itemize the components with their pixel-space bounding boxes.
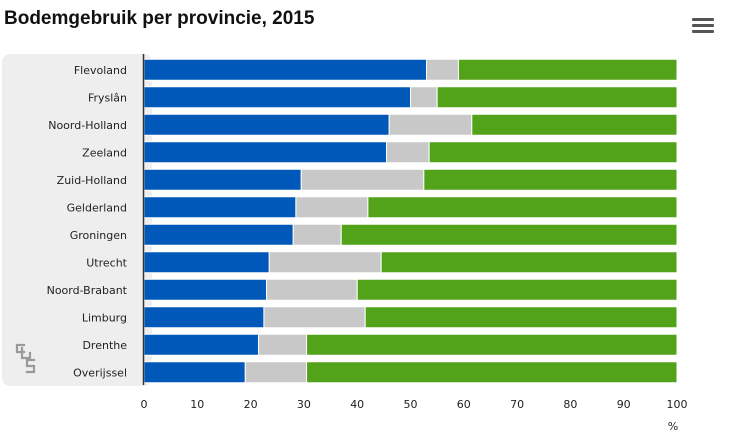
category-label: Noord-Brabant	[47, 284, 128, 297]
category-label: Groningen	[70, 229, 127, 242]
bar-segment-3[interactable]	[471, 113, 678, 136]
bar-segment-2[interactable]	[410, 86, 438, 109]
category-label: Utrecht	[86, 256, 127, 269]
x-tick-label: 40	[350, 398, 364, 411]
x-tick-label: 20	[244, 398, 258, 411]
category-label: Fryslân	[88, 91, 127, 104]
bar-segment-2[interactable]	[268, 251, 382, 274]
label-panel	[2, 54, 152, 386]
x-tick-label: 100	[667, 398, 688, 411]
x-tick-label: 50	[404, 398, 418, 411]
bar-segment-3[interactable]	[340, 223, 678, 246]
bar-segment-2[interactable]	[425, 58, 459, 81]
bar-segment-3[interactable]	[367, 196, 678, 219]
bar-segment-1[interactable]	[143, 58, 427, 81]
bar-segment-1[interactable]	[143, 306, 265, 329]
bar-segment-2[interactable]	[388, 113, 473, 136]
chart-title: Bodemgebruik per provincie, 2015	[4, 8, 315, 29]
bar-segment-1[interactable]	[143, 251, 270, 274]
bar-segment-2[interactable]	[258, 333, 308, 356]
bar-segment-1[interactable]	[143, 113, 390, 136]
x-tick-label: 90	[617, 398, 631, 411]
x-tick-label: 10	[190, 398, 204, 411]
category-label: Zuid-Holland	[57, 174, 127, 187]
bar-segment-3[interactable]	[306, 333, 678, 356]
bar-segment-1[interactable]	[143, 196, 297, 219]
bar-segment-1[interactable]	[143, 278, 268, 301]
x-axis-ticks: 0 10 20 30 40 50 60 70 80 90 100	[141, 398, 688, 411]
bar-segment-2[interactable]	[386, 141, 430, 164]
x-tick-label: 0	[141, 398, 148, 411]
category-label: Flevoland	[74, 64, 127, 77]
category-labels: Flevoland Fryslân Noord-Holland Zeeland Zuid…	[47, 64, 128, 380]
menu-line	[692, 30, 714, 33]
cbs-logo-icon	[15, 343, 36, 374]
bar-segment-3[interactable]	[356, 278, 678, 301]
category-label: Overijssel	[73, 366, 127, 379]
bar-segment-2[interactable]	[292, 223, 342, 246]
category-label: Noord-Holland	[48, 119, 127, 132]
category-label: Limburg	[82, 311, 127, 324]
bar-segment-2[interactable]	[244, 361, 308, 384]
category-label: Gelderland	[67, 201, 127, 214]
bars	[143, 58, 678, 384]
x-tick-label: 70	[510, 398, 524, 411]
bar-segment-1[interactable]	[143, 141, 388, 164]
menu-line	[692, 18, 714, 21]
bar-segment-3[interactable]	[457, 58, 678, 81]
menu-line	[692, 24, 714, 27]
bar-segment-3[interactable]	[364, 306, 678, 329]
x-unit-label: %	[668, 420, 678, 433]
bar-segment-3[interactable]	[306, 361, 678, 384]
bar-segment-2[interactable]	[266, 278, 358, 301]
bar-segment-1[interactable]	[143, 223, 294, 246]
bar-segment-2[interactable]	[295, 196, 369, 219]
bar-segment-1[interactable]	[143, 168, 302, 191]
x-tick-label: 30	[297, 398, 311, 411]
bar-segment-1[interactable]	[143, 333, 260, 356]
bar-segment-3[interactable]	[423, 168, 678, 191]
hamburger-menu-icon[interactable]	[692, 18, 714, 36]
x-tick-label: 80	[563, 398, 577, 411]
bar-segment-1[interactable]	[143, 361, 246, 384]
bar-segment-1[interactable]	[143, 86, 411, 109]
bar-segment-2[interactable]	[300, 168, 425, 191]
category-label: Zeeland	[82, 146, 127, 159]
bar-segment-3[interactable]	[380, 251, 678, 274]
bar-segment-3[interactable]	[428, 141, 678, 164]
bar-segment-2[interactable]	[263, 306, 366, 329]
x-tick-label: 60	[457, 398, 471, 411]
category-label: Drenthe	[82, 339, 127, 352]
bar-segment-3[interactable]	[436, 86, 678, 109]
